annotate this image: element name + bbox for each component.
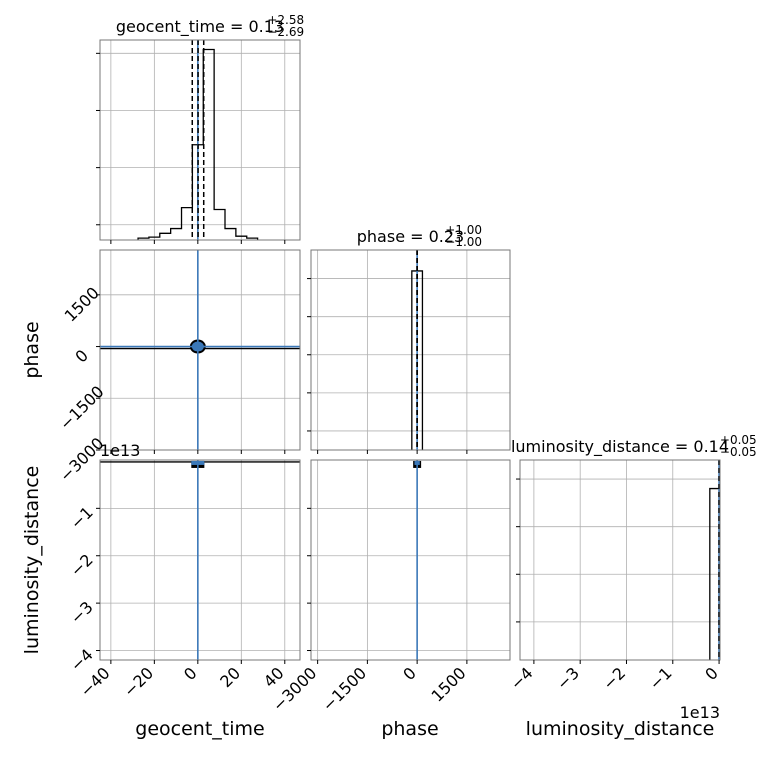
diag-2-xtick-label-1: −3 [553,663,583,693]
panel-time-dist-xtick-label-1: −20 [120,663,157,700]
diag-2-title: luminosity_distance = 0.14 [511,437,729,457]
diag-0-title-plus: +2.58 [267,13,304,27]
diag-1-title-minus: −1.00 [445,235,482,249]
diag-0-title: geocent_time = 0.13 [116,17,284,37]
panel-time-phase-ytick-label-1: 0 [71,346,92,367]
diag-2-xtick-label-4: 0 [701,663,722,684]
panel-time-phase-ytick-label-0: 1500 [61,283,103,325]
diag-2-frame [519,459,721,661]
diag-2-title-minus: −0.05 [720,445,757,459]
diag-1-title: phase = 0.23 [357,227,464,246]
panel-phase-dist-frame [310,459,511,661]
panel-phase-dist-xtick-label-2: 0 [399,663,420,684]
panel-time-dist-ytick-label-2: −3 [67,598,97,628]
diag-2-title-plus: +0.05 [720,433,757,447]
panel-phase-dist-xtick-label-1: −1500 [319,663,371,715]
diag-1-title-main: phase = 0.23 [357,227,464,246]
panel-time-dist-frame [99,459,301,661]
diag-0-title-main: geocent_time = 0.13 [116,17,284,37]
ylabel-phase: phase [21,321,43,378]
diag-2-offset-label: 1e13 [680,703,720,722]
xlabel-luminosity-distance: luminosity_distance [526,718,715,740]
xlabel-geocent-time: geocent_time [135,718,264,740]
xlabel-phase: phase [381,718,438,740]
panel-time-dist-xtick-label-3: 20 [216,663,244,691]
diag-1-frame [310,249,511,451]
diag-2-title-main: luminosity_distance = 0.14 [511,437,729,457]
ylabel-luminosity-distance: luminosity_distance [21,466,43,655]
panel-time-dist-offset-label: 1e13 [100,441,140,460]
diag-2-xtick-label-0: −4 [507,663,537,693]
panel-time-dist-ytick-label-1: −2 [67,550,97,580]
diag-0-title-minus: −2.69 [267,25,304,39]
diag-0-frame [99,39,301,241]
diag-2-xtick-label-2: −2 [599,663,629,693]
panel-phase-dist-xtick-label-3: 1500 [427,663,469,705]
diag-1-title-plus: +1.00 [445,223,482,237]
panel-time-phase-frame [99,249,301,451]
panel-time-dist-xtick-label-2: 0 [180,663,201,684]
panel-time-dist-ytick-label-0: −1 [67,503,97,533]
diag-2-xtick-label-3: −1 [645,663,675,693]
